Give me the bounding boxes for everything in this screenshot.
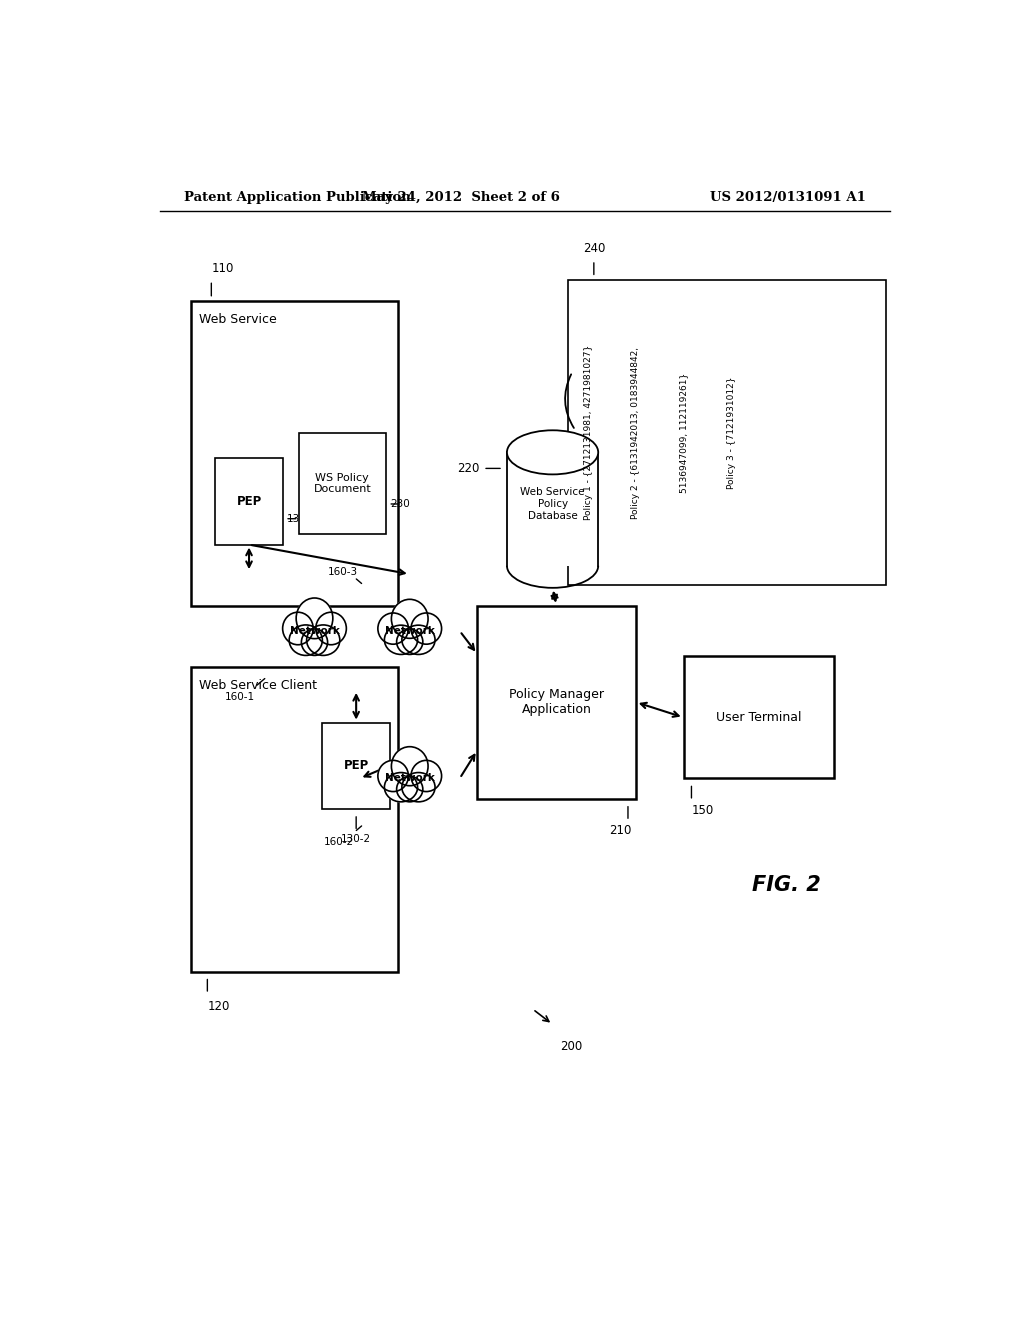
Text: 160-1: 160-1 [225, 692, 255, 702]
Text: FIG. 2: FIG. 2 [753, 875, 821, 895]
Text: PEP: PEP [343, 759, 369, 772]
Ellipse shape [283, 612, 313, 644]
Text: 130-1: 130-1 [287, 513, 316, 524]
Text: Web Service: Web Service [200, 313, 278, 326]
Text: Network: Network [290, 626, 339, 636]
Bar [191, 667, 397, 972]
Text: Network: Network [385, 626, 434, 636]
Text: PEP: PEP [237, 495, 262, 508]
Bar [507, 453, 598, 566]
Text: Web Service Client: Web Service Client [200, 678, 317, 692]
Text: 220: 220 [457, 462, 479, 475]
Text: US 2012/0131091 A1: US 2012/0131091 A1 [711, 190, 866, 203]
Ellipse shape [401, 626, 435, 655]
Bar [684, 656, 835, 779]
Ellipse shape [391, 599, 428, 639]
Ellipse shape [289, 624, 323, 656]
Text: May 24, 2012  Sheet 2 of 6: May 24, 2012 Sheet 2 of 6 [362, 190, 560, 203]
Text: 5136947099, 112119261}: 5136947099, 112119261} [679, 372, 688, 492]
Bar [191, 301, 397, 606]
Ellipse shape [315, 612, 346, 644]
Text: 240: 240 [583, 242, 605, 255]
Bar [477, 606, 636, 799]
Text: 150: 150 [691, 804, 714, 817]
Ellipse shape [507, 430, 598, 474]
Text: Policy 1 - {2712131981, 4271981027}: Policy 1 - {2712131981, 4271981027} [584, 346, 593, 520]
Bar [299, 433, 386, 535]
Ellipse shape [391, 747, 428, 785]
Ellipse shape [306, 624, 340, 656]
Text: 160-2: 160-2 [324, 837, 354, 847]
Text: 120: 120 [207, 1001, 229, 1012]
Text: Patent Application Publication: Patent Application Publication [183, 190, 411, 203]
Text: 160-3: 160-3 [328, 568, 358, 577]
Text: 110: 110 [211, 263, 233, 276]
Ellipse shape [296, 598, 333, 639]
Text: 210: 210 [609, 824, 632, 837]
Text: 200: 200 [560, 1040, 583, 1052]
Ellipse shape [378, 612, 409, 644]
Text: 230: 230 [390, 499, 410, 510]
Ellipse shape [301, 630, 328, 656]
Bar [215, 458, 283, 545]
Ellipse shape [396, 630, 423, 655]
Ellipse shape [411, 760, 441, 792]
Text: 130-2: 130-2 [341, 834, 372, 845]
Ellipse shape [384, 626, 418, 655]
Bar [568, 280, 886, 585]
Ellipse shape [384, 772, 418, 801]
Ellipse shape [396, 776, 423, 801]
Text: Policy Manager
Application: Policy Manager Application [509, 688, 604, 717]
Text: Policy 3 - {7121931012}: Policy 3 - {7121931012} [727, 376, 735, 490]
Text: Policy 2 - {6131942013, 0183944842,: Policy 2 - {6131942013, 0183944842, [632, 347, 640, 519]
Bar [508, 453, 597, 566]
Ellipse shape [378, 760, 409, 792]
Ellipse shape [411, 612, 441, 644]
Text: WS Policy
Document: WS Policy Document [313, 473, 371, 495]
Text: Web Service
Policy
Database: Web Service Policy Database [520, 487, 585, 520]
Text: User Terminal: User Terminal [716, 711, 802, 723]
Ellipse shape [401, 772, 435, 801]
Text: Network: Network [385, 774, 434, 783]
Bar [323, 722, 390, 809]
